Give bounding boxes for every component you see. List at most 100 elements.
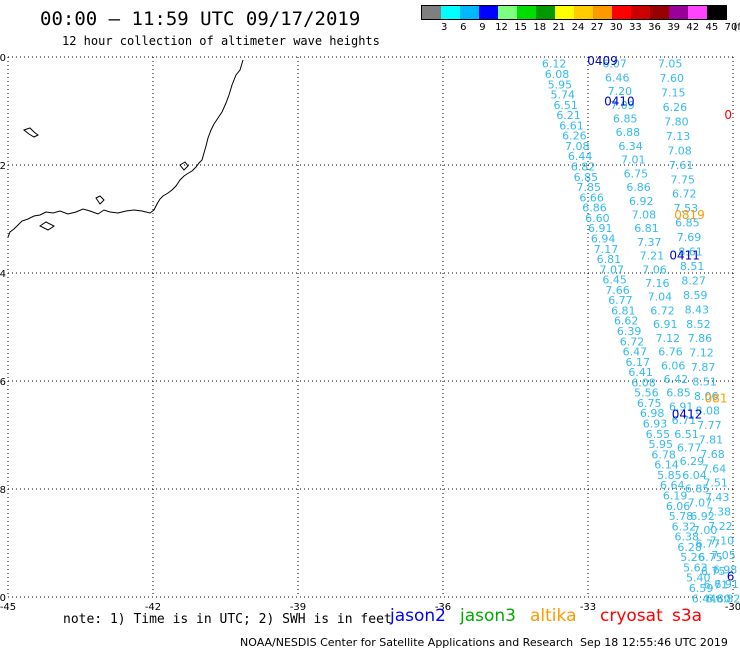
wave-height-value: 7.08 [632, 208, 657, 221]
colorbar-swatch [612, 6, 631, 19]
wave-height-value: 6.85 [666, 387, 691, 400]
time-range-title: 00:00 – 11:59 UTC 09/17/2019 [40, 8, 361, 30]
wave-height-value: 6.46 [605, 71, 630, 84]
wave-height-value: 7.75 [670, 173, 695, 186]
wave-height-value: 6.26 [562, 130, 587, 143]
wave-height-value: 7.66 [605, 284, 630, 297]
wave-height-value: 7.43 [705, 491, 730, 504]
wave-height-value: 6.77 [608, 294, 633, 307]
colorbar-tick-label: 6 [460, 22, 467, 33]
wave-height-value: 7.22 [708, 520, 733, 533]
wave-height-value: 7.51 [703, 477, 728, 490]
colorbar-swatch [479, 6, 498, 19]
wave-height-value: 6.81 [597, 253, 622, 266]
wave-height-value: 7.69 [677, 231, 702, 244]
latitude-tick-label: -28 [0, 485, 6, 496]
wave-height-value: 6.07 [602, 58, 627, 71]
wave-height-value: 6.29 [680, 455, 705, 468]
wave-height-value: 6.81 [611, 304, 636, 317]
wave-height-value: 6.72 [672, 188, 697, 201]
wave-height-value: 6.85 [613, 113, 638, 126]
colorbar-tick-label: 27 [590, 22, 604, 33]
latitude-tick-label: -22 [0, 161, 6, 172]
wave-height-value: 6.71 [704, 579, 729, 592]
wave-height-value: 6.41 [628, 366, 653, 379]
mission-cryosat: cryosat [600, 606, 663, 626]
wave-height-value: 5.95 [649, 438, 674, 451]
wave-height-value: 6.86 [626, 181, 651, 194]
credit-line: NOAA/NESDIS Center for Satellite Applica… [240, 636, 574, 649]
wave-height-value: 7.00 [693, 524, 718, 537]
colorbar-tick-label: 18 [533, 22, 547, 33]
colorbar-swatch [669, 6, 688, 19]
wave-height-value: 7.04 [648, 291, 673, 304]
wave-height-value: 6.08 [545, 68, 570, 81]
wave-height-value: 8.06 [694, 390, 719, 403]
colorbar-tick-label: 15 [514, 22, 527, 33]
wave-height-value: 6.45 [602, 274, 627, 287]
wave-height-value: 7.01 [621, 154, 646, 167]
island-path [22, 127, 39, 138]
processed-time: Sep 18 12:55:46 UTC 2019 [580, 636, 728, 649]
colorbar-swatch [517, 6, 536, 19]
pass-number-label: 0819 [674, 208, 705, 222]
colorbar-tick-label: 70 [724, 22, 738, 33]
wave-height-value: 5.56 [634, 387, 659, 400]
wave-height-value: 6.77 [677, 442, 702, 455]
wave-height-value: 8.51 [692, 376, 717, 389]
wave-height-value: 6.12 [542, 58, 567, 71]
wave-height-value: 6.26 [663, 101, 688, 114]
wave-height-value: 6.93 [643, 418, 668, 431]
wave-height-value: 6.60 [585, 212, 610, 225]
colorbar-swatch [688, 6, 707, 19]
wave-height-value: 6.61 [559, 119, 584, 132]
wave-height-value: 6.62 [614, 315, 639, 328]
wave-height-value: 7.81 [699, 433, 724, 446]
wave-height-value: 7.07 [688, 496, 713, 509]
wave-height-value: 6.82 [571, 161, 596, 174]
wave-height-value: 6.34 [618, 140, 643, 153]
longitude-tick-label: -36 [435, 602, 451, 613]
wave-height-value: 6.55 [646, 428, 671, 441]
colorbar-unit: (ft) [733, 22, 740, 33]
wave-height-value: 6.06 [661, 359, 686, 372]
wave-height-value: 5.26 [680, 551, 705, 564]
wave-height-value: 7.86 [688, 332, 713, 345]
wave-height-value: 6.44 [692, 592, 717, 605]
wave-height-value: 7.53 [674, 202, 699, 215]
wave-height-value: 7.05 [711, 549, 736, 562]
pass-labels: 0409 0410 0411 0412 0819 081 0 6 [587, 54, 734, 584]
colorbar-tick-label: 30 [609, 22, 623, 33]
wave-height-value: 7.06 [642, 263, 667, 276]
wave-height-value: 5.74 [551, 89, 576, 102]
pass-number-label: 0411 [669, 248, 700, 262]
wave-height-value: 6.75 [637, 397, 662, 410]
wave-height-value: 6.72 [650, 304, 675, 317]
wave-height-value: 7.60 [659, 72, 684, 85]
wave-height-value: 6.28 [677, 541, 702, 554]
colorbar-swatch [441, 6, 460, 19]
colorbar-swatch [536, 6, 555, 19]
wave-height-value: 6.14 [654, 459, 679, 472]
wave-height-value: 6.38 [674, 531, 699, 544]
colorbar-swatch [574, 6, 593, 19]
wave-height-value: 7.61 [669, 159, 694, 172]
wave-height-colorbar [421, 5, 727, 20]
footnote: note: 1) Time is in UTC; 2) SWH is in fe… [63, 612, 392, 627]
longitude-tick-label: -42 [145, 602, 161, 613]
colorbar-tick-label: 24 [571, 22, 585, 33]
coast-inlet-path [39, 195, 105, 231]
wave-height-value: 6.72 [620, 335, 645, 348]
wave-height-value: 6.78 [651, 448, 676, 461]
pass-number-label: 0 [724, 108, 732, 122]
colorbar-swatch [631, 6, 650, 19]
wave-height-value: 6.80 [706, 592, 731, 605]
wave-height-value: 7.64 [702, 462, 727, 475]
pass-number-label: 0410 [604, 95, 635, 109]
wave-height-value: 7.21 [640, 250, 665, 263]
wave-height-value: 6.44 [568, 150, 593, 163]
longitude-tick-label: -30 [725, 602, 740, 613]
pass-number-label: 081 [705, 392, 728, 406]
